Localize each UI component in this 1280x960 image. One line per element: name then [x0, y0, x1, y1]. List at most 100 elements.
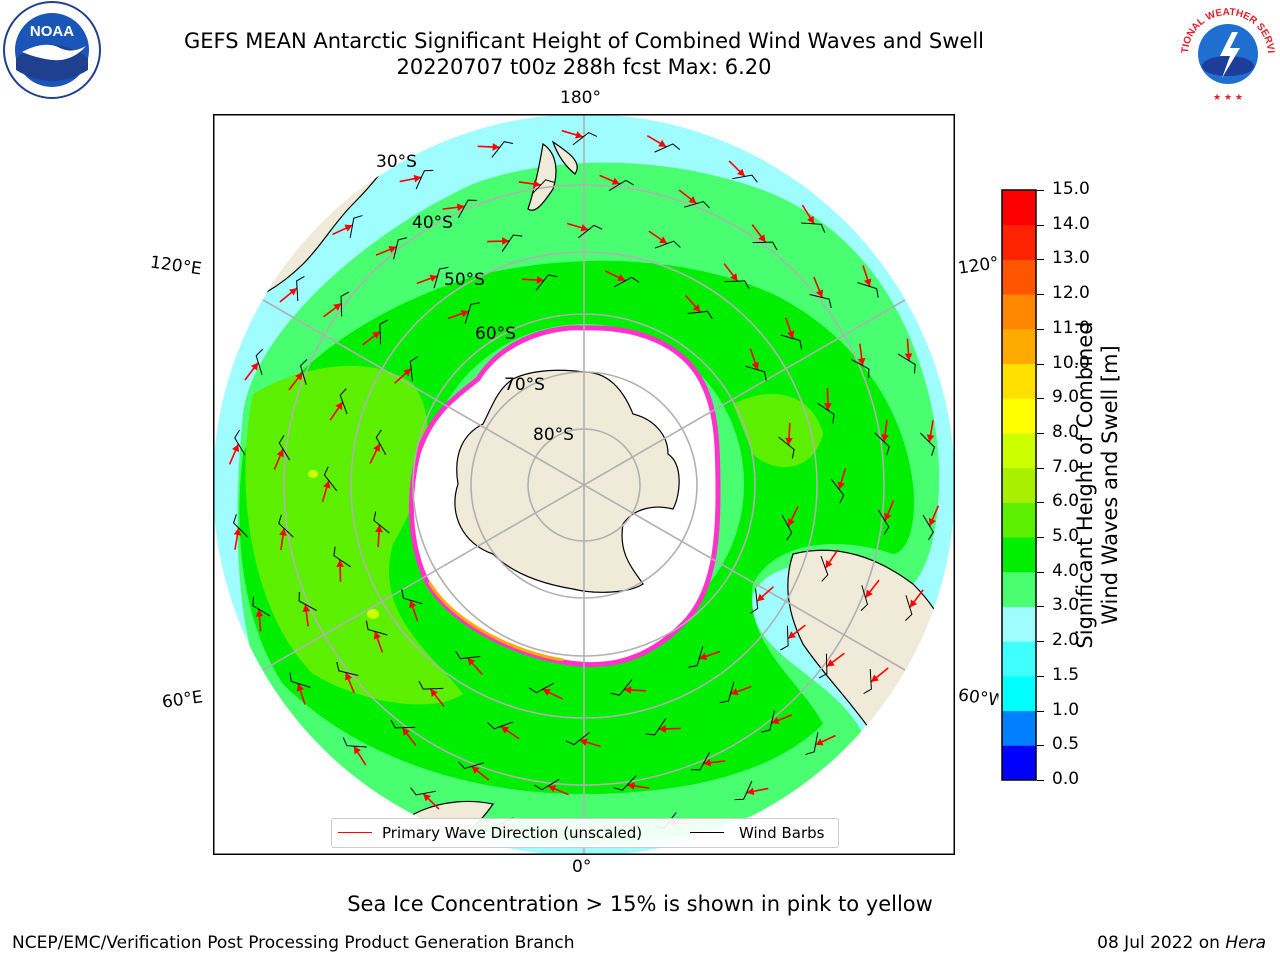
wave-arrowhead [501, 726, 509, 734]
wave-arrowhead [857, 358, 866, 366]
wind-barb [851, 358, 870, 378]
colorbar-tick-mark [1037, 710, 1044, 712]
colorbar-tick-label: 8.0 [1052, 421, 1080, 442]
wave-arrowhead [333, 303, 342, 311]
wind-barb [418, 681, 444, 690]
colorbar-tick-label: 10.0 [1052, 352, 1090, 373]
wave-arrowhead [232, 444, 240, 453]
wave-arrowhead [460, 310, 469, 318]
wind-barb [830, 478, 845, 504]
lon-label-120e: 120°E [148, 252, 203, 280]
wind-barb [805, 732, 819, 755]
colorbar-tick-label: 5.0 [1052, 526, 1080, 547]
wind-barb [745, 365, 767, 381]
wave-arrowhead [658, 725, 666, 733]
wind-barb [565, 731, 591, 746]
map-legend: Primary Wave Direction (unscaled) Wind B… [331, 818, 839, 848]
wind-barb [349, 215, 363, 238]
wind-barb [534, 778, 560, 791]
legend-wave-label: Primary Wave Direction (unscaled) [382, 824, 643, 842]
wind-barb [874, 432, 890, 456]
wind-barb [860, 585, 869, 611]
colorbar-tick-mark [1037, 571, 1044, 573]
wave-arrowhead [624, 686, 632, 694]
wave-arrowhead [353, 746, 361, 755]
footer-date-text: 08 Jul 2022 on [1097, 933, 1226, 953]
lat-label-40s: 40°S [412, 213, 453, 233]
lon-label-0: 0° [572, 857, 592, 877]
wave-arrowhead [388, 245, 397, 254]
colorbar-segment [1002, 745, 1036, 781]
wind-barb [760, 710, 775, 733]
wind-barb [323, 466, 338, 492]
colorbar-tick-mark [1037, 606, 1044, 608]
wave-arrowhead [502, 237, 510, 245]
wind-barb [809, 294, 832, 309]
colorbar-tick-label: 1.5 [1052, 664, 1080, 685]
wind-barb [577, 224, 603, 239]
lon-label-120w: 120°W [956, 253, 1000, 279]
wind-barb [919, 432, 935, 456]
colorbar-tick-label: 3.0 [1052, 595, 1080, 616]
wave-band-5m [245, 365, 463, 705]
wave-arrowhead [276, 449, 284, 458]
wave-arrowhead [413, 174, 422, 183]
wave-arrowhead [928, 517, 936, 526]
wave-arrowhead [533, 180, 541, 188]
colorbar-segment [1002, 224, 1036, 260]
wind-barb [922, 514, 934, 541]
colorbar-tick-mark [1037, 328, 1044, 330]
wind-barb [296, 275, 305, 301]
wave-arrowhead [865, 589, 873, 598]
lat-label-70s: 70°S [504, 375, 545, 395]
chart-title: GEFS MEAN Antarctic Significant Height o… [183, 29, 985, 53]
colorbar-segment [1002, 641, 1036, 677]
colorbar-tick-label: 7.0 [1052, 456, 1080, 477]
colorbar-tick-mark [1037, 190, 1044, 191]
wind-barb [415, 169, 434, 190]
wind-barb [234, 429, 246, 456]
wave-arrowhead [289, 288, 297, 296]
colorbar-tick-mark [1037, 675, 1044, 677]
colorbar-tick-label: 12.0 [1052, 283, 1090, 304]
colorbar [1001, 189, 1037, 781]
wave-arrowhead [372, 331, 381, 339]
wave-arrowhead [758, 234, 766, 243]
colorbar-segment [1002, 328, 1036, 365]
colorbar-tick-mark [1037, 641, 1044, 643]
wave-arrowhead [617, 274, 626, 282]
wind-barb [654, 240, 681, 249]
wind-barb [501, 234, 523, 252]
colorbar-segment [1002, 537, 1036, 573]
wind-barb [340, 291, 350, 317]
lat-label-50s: 50°S [444, 270, 485, 290]
wave-arrowhead [699, 652, 708, 660]
colorbar-tick-mark [1037, 537, 1044, 539]
colorbar-tick-label: 14.0 [1052, 213, 1090, 234]
wave-arrowhead [542, 688, 551, 696]
wind-barb [780, 334, 803, 350]
wind-barb [373, 511, 390, 534]
wave-arrowhead [837, 481, 845, 490]
wave-arrowhead [344, 224, 353, 232]
wave-arrowhead [430, 688, 438, 697]
footer-branch: NCEP/EMC/Verification Post Processing Pr… [12, 933, 575, 953]
wind-barb [339, 388, 348, 415]
noaa-logo-text: NOAA [30, 23, 74, 40]
wave-arrowhead [926, 434, 935, 442]
wave-arrowhead [909, 599, 918, 608]
wave-arrowhead [627, 782, 635, 790]
wave-arrowhead [787, 330, 795, 339]
wave-arrowhead [279, 528, 287, 536]
colorbar-tick-mark [1037, 780, 1044, 781]
wave-arrowhead [233, 528, 242, 536]
footer-date: 08 Jul 2022 on Hera [1097, 933, 1266, 953]
wave-arrowhead [302, 604, 311, 612]
wind-barb [877, 509, 890, 535]
wind-barb [491, 141, 514, 158]
wave-arrowhead [250, 362, 259, 371]
wind-barb [458, 761, 484, 770]
lat-label-60s: 60°S [475, 324, 516, 344]
wind-barb [613, 276, 640, 288]
wave-arrowhead [824, 403, 832, 411]
